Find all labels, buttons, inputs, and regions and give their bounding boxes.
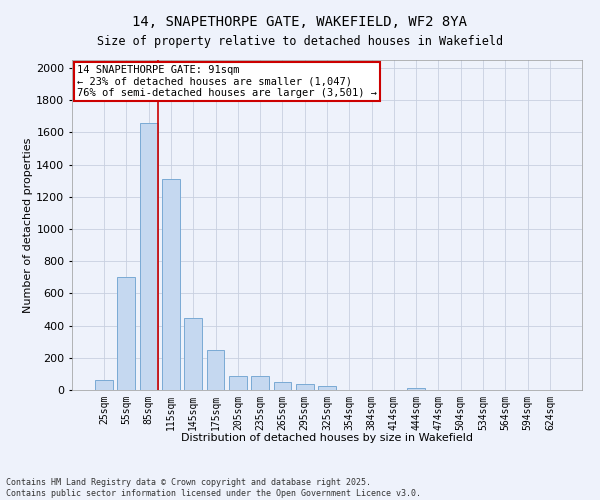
Y-axis label: Number of detached properties: Number of detached properties bbox=[23, 138, 34, 312]
Text: Contains HM Land Registry data © Crown copyright and database right 2025.
Contai: Contains HM Land Registry data © Crown c… bbox=[6, 478, 421, 498]
Bar bbox=[95, 380, 113, 390]
Bar bbox=[318, 386, 336, 390]
Bar bbox=[184, 318, 202, 390]
Bar bbox=[118, 278, 136, 390]
Bar bbox=[274, 382, 292, 390]
Text: Size of property relative to detached houses in Wakefield: Size of property relative to detached ho… bbox=[97, 35, 503, 48]
Bar bbox=[296, 384, 314, 390]
Bar bbox=[206, 350, 224, 390]
Bar bbox=[229, 376, 247, 390]
X-axis label: Distribution of detached houses by size in Wakefield: Distribution of detached houses by size … bbox=[181, 433, 473, 443]
Bar bbox=[251, 376, 269, 390]
Bar bbox=[162, 179, 180, 390]
Text: 14, SNAPETHORPE GATE, WAKEFIELD, WF2 8YA: 14, SNAPETHORPE GATE, WAKEFIELD, WF2 8YA bbox=[133, 15, 467, 29]
Text: 14 SNAPETHORPE GATE: 91sqm
← 23% of detached houses are smaller (1,047)
76% of s: 14 SNAPETHORPE GATE: 91sqm ← 23% of deta… bbox=[77, 65, 377, 98]
Bar bbox=[407, 388, 425, 390]
Bar bbox=[140, 123, 158, 390]
